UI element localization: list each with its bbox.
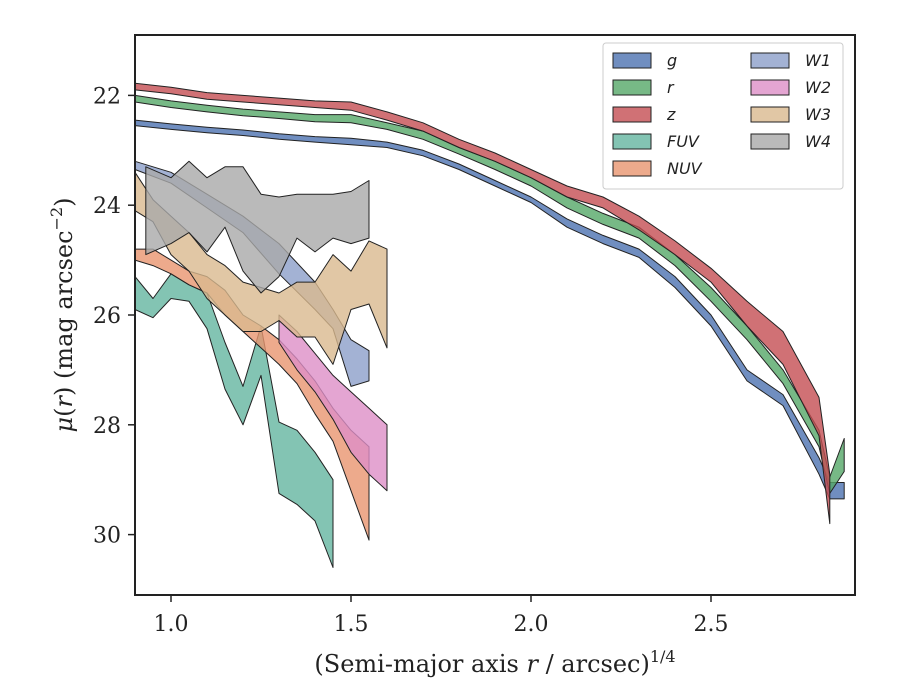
y-tick-label: 26 — [93, 304, 121, 329]
legend-label-r: r — [667, 78, 675, 97]
legend-label-nuv: NUV — [667, 159, 703, 178]
band-w3 — [134, 171, 388, 365]
legend-label-w4: W4 — [805, 132, 831, 151]
legend-label-w2: W2 — [805, 78, 831, 97]
legend-swatch-w4 — [750, 133, 790, 150]
legend-swatch-w2 — [750, 79, 790, 96]
x-axis-label: (Semi-major axis r / arcsec)1/4 — [314, 647, 675, 678]
band-z — [134, 82, 831, 525]
band-w4 — [145, 160, 370, 294]
y-tick-label: 30 — [93, 524, 121, 549]
legend-label-w1: W1 — [805, 51, 831, 70]
band-w2 — [278, 314, 388, 492]
legend-label-w3: W3 — [805, 105, 831, 124]
legend: grz FUV NUV W1 W2 W3 W4 — [602, 42, 844, 190]
legend-swatch-g — [612, 52, 652, 69]
y-tick-label: 22 — [93, 84, 121, 109]
y-tick-label: 28 — [93, 414, 121, 439]
legend-label-g: g — [667, 51, 677, 70]
band-r — [134, 94, 845, 494]
legend-entries: grz FUV NUV W1 W2 W3 W4 — [612, 51, 831, 178]
legend-swatch-nuv — [612, 160, 652, 177]
legend-label-fuv: FUV — [667, 132, 700, 151]
series-bands — [134, 82, 845, 568]
x-tick-label: 2.5 — [694, 612, 729, 637]
legend-swatch-w1 — [750, 52, 790, 69]
band-g — [134, 119, 845, 500]
y-axis-label: μ(r) (mag arcsec−2) — [47, 197, 78, 432]
y-tick-label: 24 — [93, 194, 121, 219]
x-tick-label: 1.0 — [154, 612, 189, 637]
legend-swatch-r — [612, 79, 652, 96]
legend-swatch-z — [612, 106, 652, 123]
x-axis-ticks: 1.0 1.5 2.0 2.5 — [154, 595, 729, 637]
x-tick-label: 1.5 — [334, 612, 369, 637]
y-axis-ticks: 22 24 26 28 30 — [93, 84, 135, 549]
legend-swatch-fuv — [612, 133, 652, 150]
legend-label-z: z — [666, 105, 676, 124]
x-tick-label: 2.0 — [514, 612, 549, 637]
legend-swatch-w3 — [750, 106, 790, 123]
